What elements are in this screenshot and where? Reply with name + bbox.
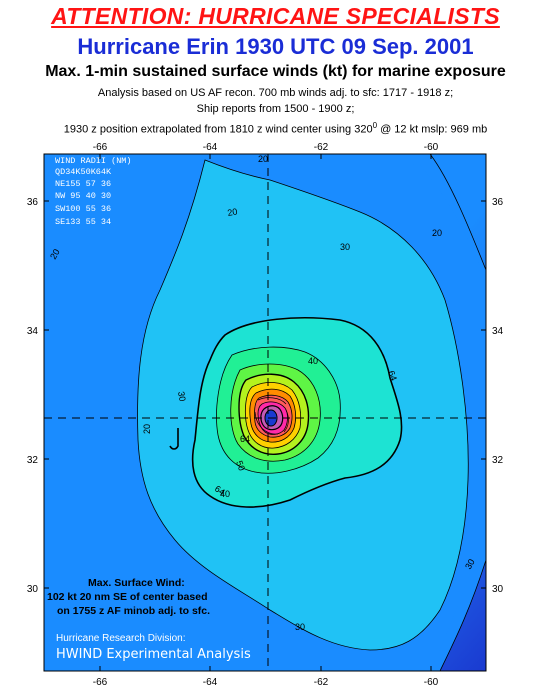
credit-division: Hurricane Research Division: (56, 633, 186, 644)
contour-label: 20 (432, 228, 442, 238)
lat-label-left: 34 (27, 326, 39, 337)
credit-product: HWIND Experimental Analysis (56, 647, 251, 662)
lat-label-right: 34 (492, 326, 504, 337)
plot-frame (43, 153, 487, 672)
ship-wind-barb (169, 428, 179, 450)
contour-label: 30 (176, 391, 188, 403)
contour-label: 30 (463, 557, 477, 571)
axis-ticks (44, 154, 486, 671)
lat-label-right: 36 (492, 197, 504, 208)
wind-contour-fill: 20 20 20 20 30 30 30 30 40 40 64 64 50 6… (44, 154, 486, 671)
contour-label: 64 (213, 483, 227, 497)
contour-label: 20 (227, 206, 239, 218)
position-note: 1930 z position extrapolated from 1810 z… (0, 121, 551, 136)
lon-label-bottom: -64 (203, 677, 218, 688)
wind-radii-row: SW100 55 36 (55, 204, 111, 214)
wind-radii-title: WIND RADII (NM) (55, 156, 132, 166)
contour-label: 64 (240, 434, 250, 444)
contour-label: 20 (258, 154, 268, 164)
storm-title: Hurricane Erin 1930 UTC 09 Sep. 2001 (77, 34, 474, 59)
contour-label: 40 (308, 356, 318, 366)
lon-label-top: -66 (93, 142, 108, 153)
attention-banner: ATTENTION: HURRICANE SPECIALISTS (51, 3, 500, 29)
lon-label-bottom: -62 (314, 677, 329, 688)
wind-radii-row: SE133 55 34 (55, 217, 111, 227)
lon-label-bottom: -60 (424, 677, 439, 688)
contour-label: 20 (48, 247, 62, 261)
lon-label-top: -62 (314, 142, 329, 153)
lon-label-top: -64 (203, 142, 218, 153)
lon-label-top: -60 (424, 142, 439, 153)
lat-label-left: 30 (27, 584, 39, 595)
wind-radii-table: WIND RADII (NM) QD34K50K64K NE155 57 36 … (55, 156, 132, 227)
contour-label: 40 (220, 489, 230, 499)
max-wind-line: 102 kt 20 nm SE of center based (47, 591, 207, 603)
max-wind-line: Max. Surface Wind: (88, 577, 185, 589)
contour-label: 30 (340, 242, 350, 252)
lon-label-bottom: -66 (93, 677, 108, 688)
lat-label-left: 36 (27, 197, 39, 208)
contour-label: 50 (234, 459, 247, 472)
wind-radii-header: QD34K50K64K (55, 167, 112, 177)
wind-radii-row: NE155 57 36 (55, 179, 111, 189)
position-note-b: @ 12 kt mslp: 969 mb (377, 123, 488, 136)
max-wind-note: Max. Surface Wind: 102 kt 20 nm SE of ce… (47, 577, 210, 617)
inner-contours (254, 397, 289, 435)
max-wind-line: on 1755 z AF minob adj. to sfc. (57, 605, 210, 617)
lat-label-left: 32 (27, 455, 39, 466)
lat-label-right: 30 (492, 584, 504, 595)
contour-label: 30 (295, 622, 305, 632)
credit-block: Hurricane Research Division: HWIND Exper… (56, 633, 251, 662)
degree-mark: 0 (372, 121, 378, 130)
contour-label: 64 (386, 369, 399, 382)
ship-report-note: Ship reports from 1500 - 1900 z; (196, 103, 355, 115)
lat-label-right: 32 (492, 455, 504, 466)
product-subtitle: Max. 1-min sustained surface winds (kt) … (45, 63, 506, 80)
contour-label: 20 (142, 424, 152, 434)
wind-radii-row: NW 95 40 30 (55, 191, 111, 201)
position-note-a: 1930 z position extrapolated from 1810 z… (63, 123, 373, 136)
analysis-note: Analysis based on US AF recon. 700 mb wi… (97, 87, 454, 99)
